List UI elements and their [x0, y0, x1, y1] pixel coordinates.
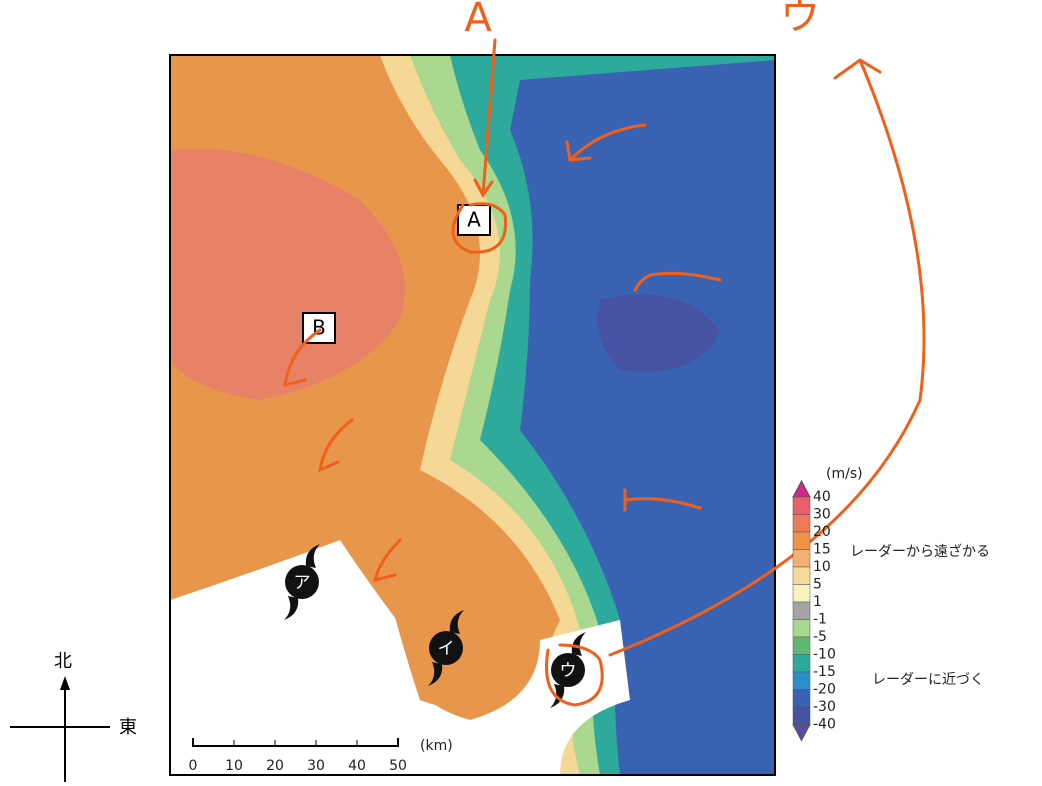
legend-tick: -15: [813, 664, 836, 680]
legend-tick: -20: [813, 682, 836, 698]
hand-label: ウ: [780, 0, 820, 39]
legend-swatch: [793, 550, 810, 568]
legend-swatch: [793, 707, 810, 725]
scale-label: 40: [348, 758, 366, 774]
legend-swatch: [793, 690, 810, 708]
legend-tick: 30: [813, 507, 831, 523]
legend-tick: 1: [813, 594, 822, 610]
legend-swatch: [793, 602, 810, 620]
legend-tick: 5: [813, 577, 822, 593]
compass: 北 東: [10, 651, 137, 782]
legend-swatch: [793, 637, 810, 655]
point-a: A: [458, 205, 490, 235]
legend-tick: 20: [813, 524, 831, 540]
legend-swatch: [793, 585, 810, 603]
scale-label: 30: [307, 758, 325, 774]
legend-swatch: [793, 620, 810, 638]
legend-tick: 40: [813, 489, 831, 505]
radar-map: [170, 55, 775, 775]
legend-unit: (m/s): [826, 466, 863, 482]
legend-swatch: [793, 655, 810, 673]
typhoon-label: ア: [294, 573, 311, 593]
page: A B アイウ A ウ (m/s) レーダーから遠ざかる レーダーに近づく 40…: [0, 0, 1042, 782]
scale-unit: (km): [420, 738, 453, 754]
legend-top: [793, 481, 810, 497]
legend-tick: 15: [813, 542, 831, 558]
scale-label: 50: [389, 758, 407, 774]
hand-label: A: [464, 0, 492, 41]
legend-swatch: [793, 567, 810, 585]
scale-label: 10: [225, 758, 243, 774]
legend-swatch: [793, 672, 810, 690]
legend-swatch: [793, 532, 810, 550]
legend-bottom: [793, 725, 810, 741]
compass-east: 東: [119, 717, 137, 738]
typhoon-label: イ: [438, 639, 455, 659]
legend-tick: -10: [813, 647, 836, 663]
legend-tick: -30: [813, 699, 836, 715]
legend-swatch: [793, 515, 810, 533]
scale-label: 0: [189, 758, 198, 774]
legend-tick: -40: [813, 717, 836, 733]
compass-arrow: [60, 676, 70, 690]
scale-label: 20: [266, 758, 284, 774]
legend-toward: レーダーに近づく: [872, 672, 984, 688]
legend-tick: 10: [813, 559, 831, 575]
typhoon-label: ウ: [560, 661, 577, 681]
point-label: A: [467, 208, 481, 232]
legend-swatch: [793, 497, 810, 515]
legend-away: レーダーから遠ざかる: [850, 543, 990, 560]
legend-tick: -5: [813, 629, 827, 645]
compass-north: 北: [54, 651, 72, 672]
legend-tick: -1: [813, 612, 827, 628]
